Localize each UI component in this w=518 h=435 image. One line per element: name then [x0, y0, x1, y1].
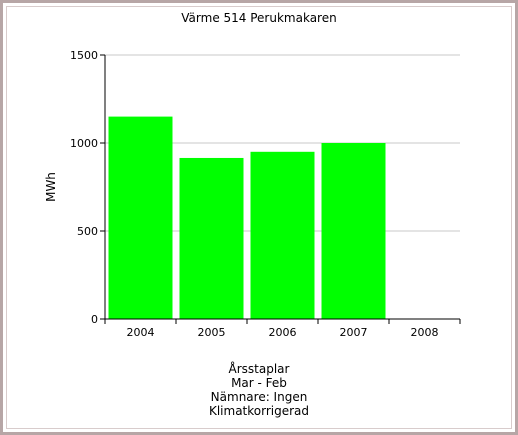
bar: [179, 157, 244, 319]
chart-inner-border: [6, 6, 512, 429]
chart-title: Värme 514 Perukmakaren: [181, 11, 337, 25]
x-tick-label: 2007: [340, 326, 368, 339]
tick-labels: 0 500 1000 1500 2004 2005 2006 2007 2008: [70, 49, 439, 339]
footer-line-correction: Klimatkorrigerad: [208, 404, 310, 418]
footer-line-type: Årsstaplar: [228, 362, 290, 376]
x-tick-label: 2005: [198, 326, 226, 339]
x-tick-label: 2004: [127, 326, 155, 339]
axes: [100, 54, 461, 324]
footer-line-denominator: Nämnare: Ingen: [210, 390, 308, 404]
y-tick-label: 0: [91, 313, 98, 326]
x-tick-label: 2008: [411, 326, 439, 339]
bar: [108, 116, 173, 319]
x-tick-label: 2006: [269, 326, 297, 339]
footer-line-period: Mar - Feb: [231, 376, 287, 390]
bar: [321, 143, 386, 319]
chart-footer: Årsstaplar Mar - Feb Nämnare: Ingen Klim…: [0, 362, 518, 418]
y-axis-label: MWh: [44, 172, 58, 202]
bar: [250, 151, 315, 319]
y-tick-label: 1500: [70, 49, 98, 62]
bars: [108, 116, 386, 319]
y-tick-label: 500: [77, 225, 98, 238]
y-tick-label: 1000: [70, 137, 98, 150]
